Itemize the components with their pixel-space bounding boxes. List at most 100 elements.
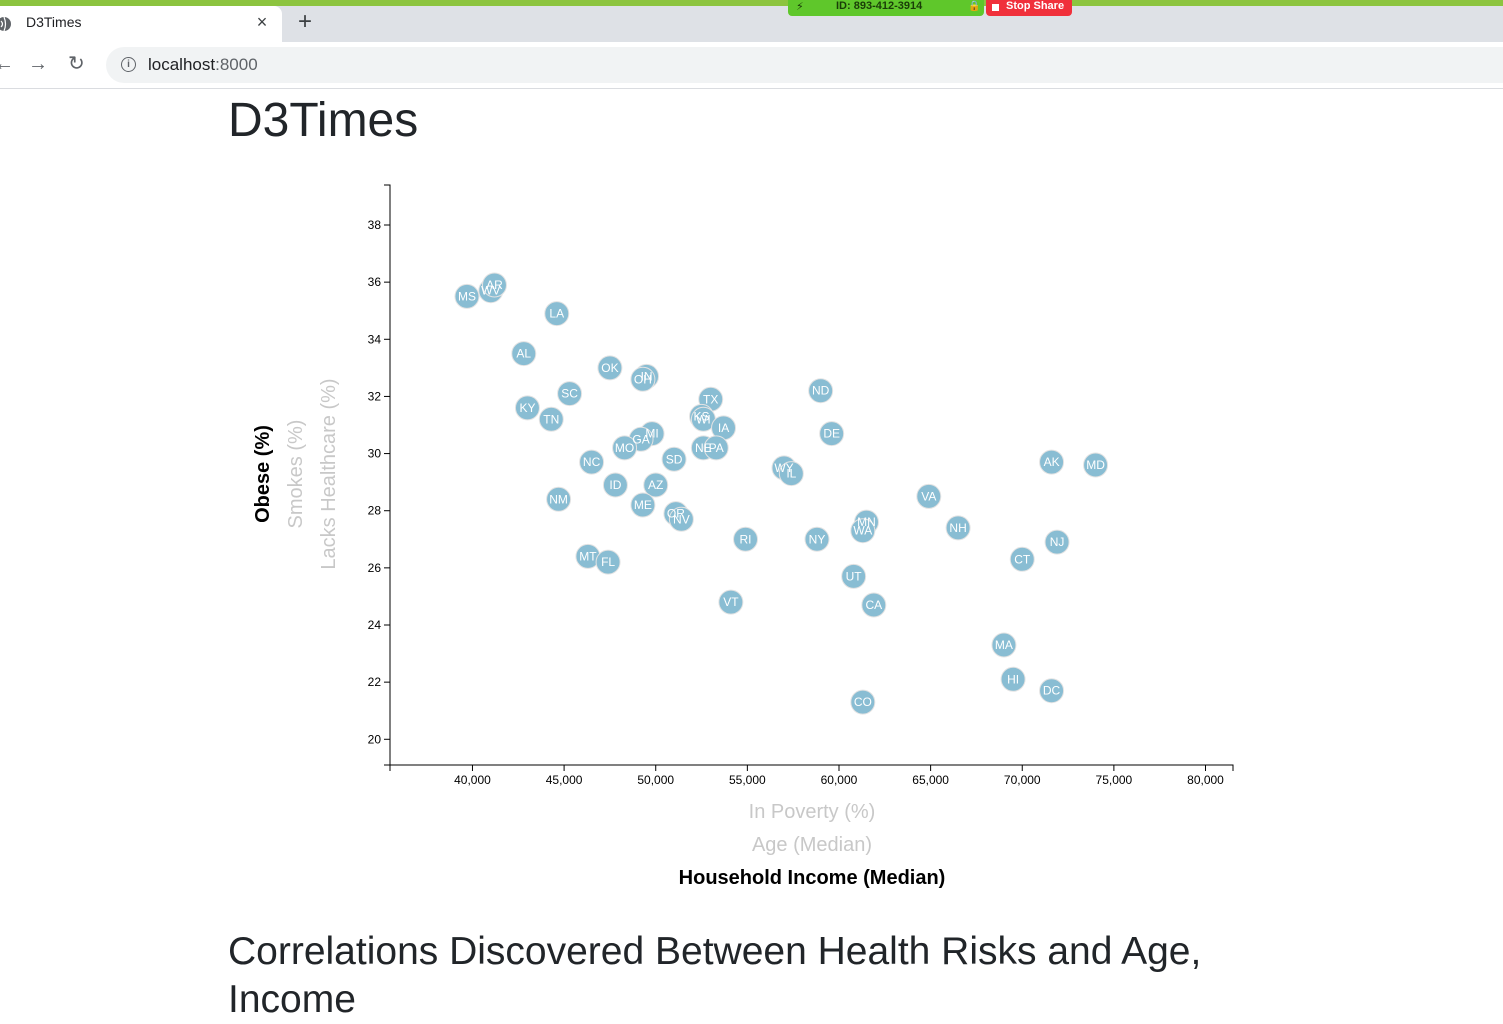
x-tick-label: 40,000: [454, 773, 491, 787]
state-marker[interactable]: [630, 492, 656, 518]
x-tick-label: 65,000: [912, 773, 949, 787]
x-axis-label-option[interactable]: Household Income (Median): [679, 867, 946, 889]
state-marker[interactable]: [1083, 452, 1109, 478]
state-marker[interactable]: [808, 378, 834, 404]
state-marker[interactable]: [1000, 666, 1026, 692]
stop-share-button[interactable]: Stop Share: [986, 0, 1072, 16]
state-abbr-label: WA: [853, 524, 872, 538]
state-marker[interactable]: [538, 406, 564, 432]
state-abbr-label: MN: [857, 515, 876, 529]
reload-icon[interactable]: ↻: [68, 53, 85, 75]
x-tick-label: 70,000: [1004, 773, 1041, 787]
state-abbr-label: CT: [1014, 552, 1031, 566]
section-heading: Correlations Discovered Between Health R…: [228, 930, 1202, 1021]
state-marker[interactable]: [544, 301, 570, 327]
state-marker[interactable]: [579, 449, 605, 475]
state-marker[interactable]: [718, 589, 744, 615]
state-marker[interactable]: [597, 355, 623, 381]
state-abbr-label: IL: [786, 467, 796, 481]
state-marker[interactable]: [1044, 529, 1070, 555]
state-marker[interactable]: [511, 341, 537, 367]
browser-toolbar: ← → ↻ i localhost:8000: [0, 42, 1503, 89]
state-abbr-label: SC: [561, 387, 578, 401]
state-marker[interactable]: [1009, 546, 1035, 572]
y-tick-label: 28: [368, 504, 382, 518]
x-tick-label: 55,000: [729, 773, 766, 787]
state-marker[interactable]: [1039, 678, 1065, 704]
state-marker[interactable]: [945, 515, 971, 541]
state-abbr-label: MO: [615, 441, 634, 455]
state-marker[interactable]: [514, 395, 540, 421]
state-marker[interactable]: [703, 435, 729, 461]
browser-tab[interactable]: D3Times ×: [0, 6, 282, 42]
y-tick-label: 22: [368, 675, 382, 689]
state-marker[interactable]: [861, 592, 887, 618]
state-marker[interactable]: [916, 483, 942, 509]
state-marker[interactable]: [841, 563, 867, 589]
state-marker[interactable]: [991, 632, 1017, 658]
globe-icon: [0, 16, 16, 32]
state-abbr-label: FL: [601, 555, 615, 569]
close-tab-icon[interactable]: ×: [256, 12, 268, 32]
state-abbr-label: AR: [486, 278, 503, 292]
y-tick-label: 30: [368, 447, 382, 461]
state-abbr-label: WI: [696, 412, 711, 426]
state-abbr-label: DE: [823, 427, 840, 441]
state-abbr-label: NM: [549, 492, 568, 506]
state-marker[interactable]: [668, 506, 694, 532]
state-marker[interactable]: [454, 283, 480, 309]
state-marker[interactable]: [850, 518, 876, 544]
y-axis-label-option[interactable]: Lacks Healthcare (%): [318, 378, 340, 569]
x-axis-label-option[interactable]: In Poverty (%): [749, 801, 876, 823]
state-abbr-label: SD: [666, 452, 683, 466]
state-marker[interactable]: [602, 472, 628, 498]
state-marker[interactable]: [630, 366, 656, 392]
state-abbr-label: RI: [740, 532, 752, 546]
top-accent-bar: [0, 0, 1503, 6]
state-marker[interactable]: [595, 549, 621, 575]
y-axis-line: [384, 184, 391, 766]
info-icon[interactable]: i: [121, 57, 136, 72]
state-marker[interactable]: [481, 272, 507, 298]
state-marker[interactable]: [546, 486, 572, 512]
state-marker[interactable]: [557, 381, 583, 407]
state-abbr-label: AZ: [648, 478, 663, 492]
state-abbr-label: NC: [583, 455, 601, 469]
state-abbr-label: DC: [1043, 684, 1061, 698]
state-abbr-label: UT: [846, 569, 863, 583]
stop-icon: [992, 4, 999, 11]
state-abbr-label: TN: [543, 412, 559, 426]
state-abbr-label: IN: [641, 369, 653, 383]
state-abbr-label: NV: [673, 512, 690, 526]
state-marker[interactable]: [804, 526, 830, 552]
new-tab-icon[interactable]: +: [298, 8, 313, 35]
state-abbr-label: MI: [645, 427, 658, 441]
state-abbr-label: OH: [634, 372, 652, 386]
state-marker[interactable]: [778, 461, 804, 487]
state-abbr-label: WY: [774, 461, 793, 475]
state-abbr-label: MT: [579, 549, 597, 563]
x-axis-label-option[interactable]: Age (Median): [752, 834, 872, 856]
y-axis-label-option[interactable]: Smokes (%): [285, 420, 307, 529]
y-axis-label-option[interactable]: Obese (%): [252, 425, 274, 523]
state-abbr-label: VT: [723, 595, 739, 609]
state-marker[interactable]: [643, 472, 669, 498]
state-abbr-label: VA: [921, 489, 936, 503]
state-marker[interactable]: [612, 435, 638, 461]
state-abbr-label: LA: [549, 307, 564, 321]
state-marker[interactable]: [850, 689, 876, 715]
state-marker[interactable]: [661, 446, 687, 472]
address-bar[interactable]: i localhost:8000: [106, 47, 1503, 83]
state-abbr-label: AL: [516, 347, 531, 361]
state-abbr-label: KS: [694, 409, 710, 423]
state-marker[interactable]: [733, 526, 759, 552]
back-icon[interactable]: ←: [0, 53, 14, 75]
state-abbr-label: AK: [1044, 455, 1060, 469]
state-abbr-label: MD: [1086, 458, 1105, 472]
state-marker[interactable]: [1039, 449, 1065, 475]
forward-icon[interactable]: →: [28, 53, 48, 75]
state-abbr-label: WV: [481, 284, 500, 298]
y-tick-label: 20: [368, 732, 382, 746]
state-marker[interactable]: [819, 421, 845, 447]
